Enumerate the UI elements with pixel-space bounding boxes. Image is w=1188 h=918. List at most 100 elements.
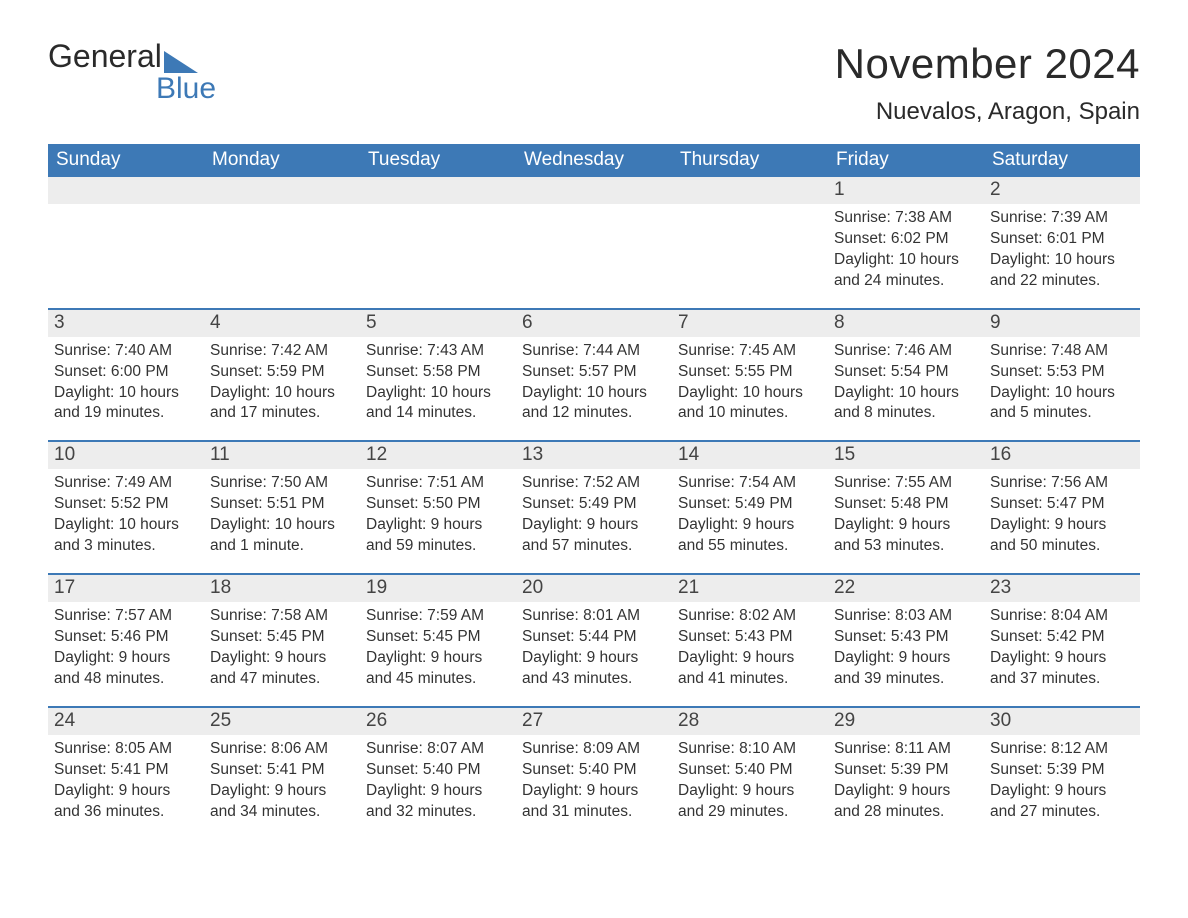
calendar-cell: 4Sunrise: 7:42 AMSunset: 5:59 PMDaylight…	[204, 310, 360, 425]
sunset-line: Sunset: 5:45 PM	[210, 627, 354, 648]
sunset-line: Sunset: 6:00 PM	[54, 362, 198, 383]
day-header-row: Sunday Monday Tuesday Wednesday Thursday…	[48, 144, 1140, 177]
dl2-line: and 57 minutes.	[522, 536, 666, 557]
sunset-line: Sunset: 5:39 PM	[834, 760, 978, 781]
cell-body: Sunrise: 7:39 AMSunset: 6:01 PMDaylight:…	[984, 204, 1140, 292]
dl2-line: and 17 minutes.	[210, 403, 354, 424]
calendar-cell	[516, 177, 672, 292]
cell-body: Sunrise: 7:48 AMSunset: 5:53 PMDaylight:…	[984, 337, 1140, 425]
logo-word2: Blue	[156, 72, 216, 106]
calendar-cell: 12Sunrise: 7:51 AMSunset: 5:50 PMDayligh…	[360, 442, 516, 557]
day-number: 7	[672, 310, 828, 337]
sunrise-line: Sunrise: 7:52 AM	[522, 473, 666, 494]
page-title: November 2024	[835, 40, 1140, 88]
dl2-line: and 8 minutes.	[834, 403, 978, 424]
day-number	[48, 177, 204, 204]
dl2-line: and 34 minutes.	[210, 802, 354, 823]
day-number: 21	[672, 575, 828, 602]
calendar-cell: 29Sunrise: 8:11 AMSunset: 5:39 PMDayligh…	[828, 708, 984, 823]
sunset-line: Sunset: 5:50 PM	[366, 494, 510, 515]
sunrise-line: Sunrise: 8:05 AM	[54, 739, 198, 760]
day-number: 28	[672, 708, 828, 735]
sunset-line: Sunset: 5:53 PM	[990, 362, 1134, 383]
location: Nuevalos, Aragon, Spain	[835, 98, 1140, 126]
calendar-cell: 7Sunrise: 7:45 AMSunset: 5:55 PMDaylight…	[672, 310, 828, 425]
sunset-line: Sunset: 6:02 PM	[834, 229, 978, 250]
dl1-line: Daylight: 9 hours	[366, 515, 510, 536]
cell-body: Sunrise: 8:11 AMSunset: 5:39 PMDaylight:…	[828, 735, 984, 823]
cell-body: Sunrise: 8:09 AMSunset: 5:40 PMDaylight:…	[516, 735, 672, 823]
calendar: Sunday Monday Tuesday Wednesday Thursday…	[48, 144, 1140, 822]
calendar-cell: 20Sunrise: 8:01 AMSunset: 5:44 PMDayligh…	[516, 575, 672, 690]
sunrise-line: Sunrise: 8:07 AM	[366, 739, 510, 760]
sunrise-line: Sunrise: 7:40 AM	[54, 341, 198, 362]
sunrise-line: Sunrise: 7:56 AM	[990, 473, 1134, 494]
dl2-line: and 36 minutes.	[54, 802, 198, 823]
dl1-line: Daylight: 9 hours	[990, 781, 1134, 802]
calendar-cell: 16Sunrise: 7:56 AMSunset: 5:47 PMDayligh…	[984, 442, 1140, 557]
dl1-line: Daylight: 9 hours	[990, 648, 1134, 669]
sunset-line: Sunset: 5:40 PM	[522, 760, 666, 781]
dl1-line: Daylight: 10 hours	[990, 250, 1134, 271]
calendar-cell: 1Sunrise: 7:38 AMSunset: 6:02 PMDaylight…	[828, 177, 984, 292]
dl1-line: Daylight: 10 hours	[834, 250, 978, 271]
sunrise-line: Sunrise: 8:12 AM	[990, 739, 1134, 760]
day-number: 23	[984, 575, 1140, 602]
day-number: 25	[204, 708, 360, 735]
sunset-line: Sunset: 5:43 PM	[678, 627, 822, 648]
dl2-line: and 10 minutes.	[678, 403, 822, 424]
dl1-line: Daylight: 9 hours	[678, 515, 822, 536]
dl1-line: Daylight: 9 hours	[522, 515, 666, 536]
sunset-line: Sunset: 6:01 PM	[990, 229, 1134, 250]
day-header: Sunday	[48, 144, 204, 177]
sunset-line: Sunset: 5:57 PM	[522, 362, 666, 383]
dl2-line: and 43 minutes.	[522, 669, 666, 690]
calendar-cell: 5Sunrise: 7:43 AMSunset: 5:58 PMDaylight…	[360, 310, 516, 425]
title-block: November 2024 Nuevalos, Aragon, Spain	[835, 40, 1140, 126]
sunrise-line: Sunrise: 7:45 AM	[678, 341, 822, 362]
day-number: 8	[828, 310, 984, 337]
day-number: 30	[984, 708, 1140, 735]
sunrise-line: Sunrise: 7:55 AM	[834, 473, 978, 494]
sunset-line: Sunset: 5:54 PM	[834, 362, 978, 383]
sunset-line: Sunset: 5:55 PM	[678, 362, 822, 383]
sunrise-line: Sunrise: 7:43 AM	[366, 341, 510, 362]
day-number: 10	[48, 442, 204, 469]
sunset-line: Sunset: 5:40 PM	[366, 760, 510, 781]
sunset-line: Sunset: 5:42 PM	[990, 627, 1134, 648]
calendar-cell: 2Sunrise: 7:39 AMSunset: 6:01 PMDaylight…	[984, 177, 1140, 292]
sunset-line: Sunset: 5:45 PM	[366, 627, 510, 648]
dl2-line: and 1 minute.	[210, 536, 354, 557]
dl2-line: and 19 minutes.	[54, 403, 198, 424]
sunrise-line: Sunrise: 7:48 AM	[990, 341, 1134, 362]
sunset-line: Sunset: 5:58 PM	[366, 362, 510, 383]
sunrise-line: Sunrise: 8:01 AM	[522, 606, 666, 627]
dl2-line: and 28 minutes.	[834, 802, 978, 823]
calendar-cell: 30Sunrise: 8:12 AMSunset: 5:39 PMDayligh…	[984, 708, 1140, 823]
dl1-line: Daylight: 9 hours	[210, 648, 354, 669]
calendar-cell	[48, 177, 204, 292]
day-header: Friday	[828, 144, 984, 177]
cell-body: Sunrise: 8:07 AMSunset: 5:40 PMDaylight:…	[360, 735, 516, 823]
day-number: 13	[516, 442, 672, 469]
sunrise-line: Sunrise: 7:58 AM	[210, 606, 354, 627]
sunrise-line: Sunrise: 7:46 AM	[834, 341, 978, 362]
day-number: 9	[984, 310, 1140, 337]
dl2-line: and 12 minutes.	[522, 403, 666, 424]
dl1-line: Daylight: 9 hours	[522, 781, 666, 802]
sunset-line: Sunset: 5:49 PM	[678, 494, 822, 515]
sunset-line: Sunset: 5:49 PM	[522, 494, 666, 515]
sunset-line: Sunset: 5:47 PM	[990, 494, 1134, 515]
day-number: 29	[828, 708, 984, 735]
sunrise-line: Sunrise: 8:09 AM	[522, 739, 666, 760]
cell-body: Sunrise: 7:42 AMSunset: 5:59 PMDaylight:…	[204, 337, 360, 425]
sunset-line: Sunset: 5:48 PM	[834, 494, 978, 515]
calendar-cell: 3Sunrise: 7:40 AMSunset: 6:00 PMDaylight…	[48, 310, 204, 425]
dl2-line: and 53 minutes.	[834, 536, 978, 557]
cell-body: Sunrise: 7:44 AMSunset: 5:57 PMDaylight:…	[516, 337, 672, 425]
day-number: 19	[360, 575, 516, 602]
sunset-line: Sunset: 5:51 PM	[210, 494, 354, 515]
week-row: 24Sunrise: 8:05 AMSunset: 5:41 PMDayligh…	[48, 706, 1140, 823]
dl1-line: Daylight: 9 hours	[54, 648, 198, 669]
cell-body: Sunrise: 7:57 AMSunset: 5:46 PMDaylight:…	[48, 602, 204, 690]
